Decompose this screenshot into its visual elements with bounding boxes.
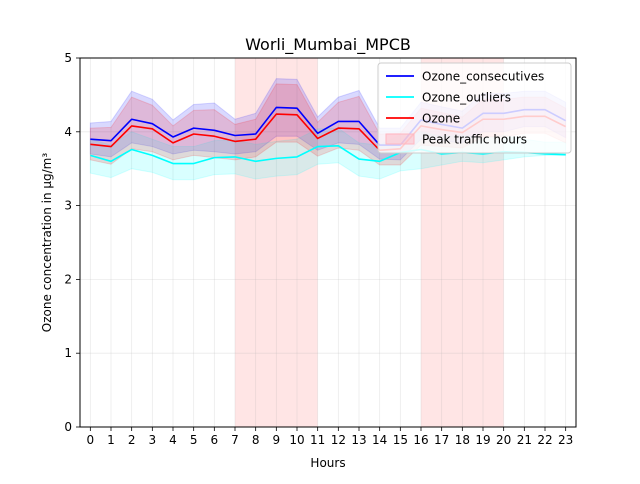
x-tick-label-22: 22 — [537, 433, 552, 447]
x-tick-label-3: 3 — [149, 433, 157, 447]
legend-label-0: Ozone_consecutives — [422, 70, 544, 84]
legend: Ozone_consecutives Ozone_outliers Ozone Pea… — [377, 62, 572, 154]
x-tick-label-19: 19 — [475, 433, 490, 447]
legend-label-2: Ozone — [422, 112, 460, 126]
x-tick-label-14: 14 — [372, 433, 387, 447]
legend-swatch-3 — [385, 133, 415, 145]
y-tick-label-4: 4 — [64, 125, 72, 139]
y-axis-ticks: 0 1 2 3 4 5 — [64, 51, 80, 434]
x-tick-label-12: 12 — [331, 433, 346, 447]
x-tick-label-17: 17 — [434, 433, 449, 447]
legend-label-1: Ozone_outliers — [422, 91, 511, 105]
x-tick-label-2: 2 — [128, 433, 136, 447]
legend-label-3: Peak traffic hours — [422, 133, 527, 147]
x-tick-label-15: 15 — [393, 433, 408, 447]
x-tick-label-10: 10 — [289, 433, 304, 447]
y-tick-label-0: 0 — [64, 420, 72, 434]
x-tick-label-13: 13 — [351, 433, 366, 447]
x-tick-label-8: 8 — [252, 433, 260, 447]
x-axis-label: Hours — [310, 456, 345, 470]
legend-box — [377, 62, 572, 154]
x-tick-label-21: 21 — [517, 433, 532, 447]
series-line-ozone-outliers — [90, 145, 566, 165]
x-tick-label-1: 1 — [107, 433, 115, 447]
plot-frame — [79, 57, 577, 428]
x-tick-label-16: 16 — [413, 433, 428, 447]
x-tick-label-9: 9 — [273, 433, 281, 447]
x-axis-ticks: 0 1 2 3 4 5 6 7 8 9 10 11 12 13 14 15 16 17 18 19 20 21 22 23 — [87, 427, 573, 447]
x-tick-label-6: 6 — [211, 433, 219, 447]
x-tick-label-20: 20 — [496, 433, 511, 447]
x-tick-label-18: 18 — [455, 433, 470, 447]
x-tick-label-4: 4 — [169, 433, 177, 447]
y-tick-label-3: 3 — [64, 199, 72, 213]
y-axis-label: Ozone concentration in μg/m³ — [40, 153, 54, 333]
x-tick-label-0: 0 — [87, 433, 95, 447]
y-tick-label-2: 2 — [64, 272, 72, 286]
chart-title: Worli_Mumbai_MPCB — [245, 35, 411, 55]
y-tick-label-1: 1 — [64, 346, 72, 360]
peak-span-1 — [235, 58, 318, 427]
y-tick-label-5: 5 — [64, 51, 72, 65]
x-tick-label-7: 7 — [231, 433, 239, 447]
x-tick-label-5: 5 — [190, 433, 198, 447]
x-tick-label-23: 23 — [558, 433, 573, 447]
x-tick-label-11: 11 — [310, 433, 325, 447]
